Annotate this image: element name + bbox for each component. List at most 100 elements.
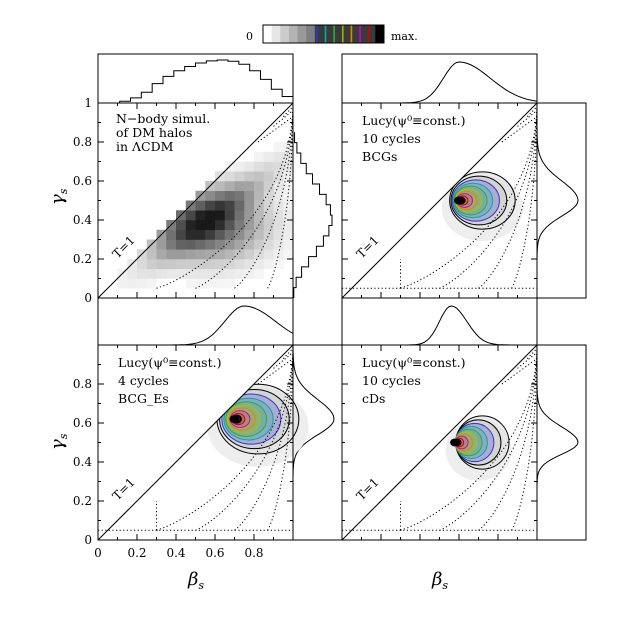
heat-cell (273, 200, 284, 211)
colorbar-swatch (306, 25, 316, 43)
dotted-curve (273, 352, 294, 369)
heat-cell (195, 229, 206, 240)
heat-cell (185, 259, 196, 270)
colorbar-min-label: 0 (246, 30, 253, 43)
heat-cell (195, 249, 206, 260)
heat-cell (283, 171, 294, 182)
heat-cell (273, 249, 284, 260)
x-tick-label: 0.6 (205, 546, 224, 560)
panel-annotation: of DM halos (116, 125, 192, 140)
x-axis-title-left: βs (187, 569, 204, 592)
x-axis-subscript: s (442, 579, 448, 592)
heat-cell (254, 200, 265, 211)
x-tick-labels-left: 0 0.2 0.4 0.6 0.8 (94, 546, 263, 560)
heat-cell (185, 220, 196, 231)
y-axis-subscript: s (57, 188, 70, 194)
contour-level (450, 175, 508, 226)
heat-cell (156, 239, 167, 250)
heat-cell (234, 220, 245, 231)
y-tick-label: 1 (84, 96, 92, 110)
heat-cell (215, 239, 226, 250)
heat-cell (205, 268, 216, 279)
heat-cell (254, 268, 265, 279)
dotted-curve (195, 102, 294, 289)
dotted-curve (526, 348, 538, 359)
y-tick-label: 0 (84, 291, 92, 305)
colorbar-swatch (263, 25, 273, 43)
heat-cell (146, 268, 157, 279)
heat-cell (244, 249, 255, 260)
dotted-curve (282, 106, 294, 117)
heat-cell (234, 249, 245, 260)
heat-cell (244, 229, 255, 240)
heat-cell (273, 210, 284, 221)
heat-cell (166, 249, 177, 260)
dotted-curve (511, 345, 538, 531)
heat-cell (244, 210, 255, 221)
y-tick-labels-top: 0 0.2 0.4 0.6 0.8 1 (73, 96, 92, 305)
heat-cell (263, 210, 274, 221)
heat-cell (166, 268, 177, 279)
heat-cell (215, 268, 226, 279)
heat-cell (283, 210, 294, 221)
heat-cell (254, 229, 265, 240)
panel-annotation: 10 cycles (362, 373, 421, 388)
x-axis-subscript: s (198, 579, 204, 592)
heat-cell (185, 278, 196, 289)
panel-annotation: 4 cycles (118, 373, 169, 388)
heat-cell (195, 259, 206, 270)
heat-cell (254, 190, 265, 201)
heat-cell (215, 278, 226, 289)
heat-cell (176, 259, 187, 270)
heat-cell (185, 249, 196, 260)
dotted-curve (234, 102, 294, 289)
heat-cell (146, 259, 157, 270)
heat-cell (283, 190, 294, 201)
marginal-beta-top-left (97, 53, 294, 104)
dotted-curve (257, 116, 294, 143)
colorbar-swatch (375, 25, 385, 43)
heat-cell (205, 239, 216, 250)
heat-cell (283, 229, 294, 240)
heat-cell (283, 151, 294, 162)
colorbar-swatch (358, 25, 368, 43)
heat-cell (263, 229, 274, 240)
dotted-curve (439, 344, 538, 531)
y-axis-subscript: s (57, 433, 70, 439)
heat-cell (254, 181, 265, 192)
heat-cell (185, 239, 196, 250)
heat-cell (185, 268, 196, 279)
heat-cell (185, 210, 196, 221)
heat-cell (117, 278, 128, 289)
heat-cell (205, 278, 216, 289)
heat-cell (195, 220, 206, 231)
heat-cell (156, 268, 167, 279)
heat-cell (273, 171, 284, 182)
panel-annotation: Lucy(ψ⁰≡const.) (362, 355, 465, 370)
dotted-curve (501, 358, 538, 385)
heat-cell (176, 220, 187, 231)
diagonal-line (341, 102, 538, 299)
heat-cell (176, 239, 187, 250)
x-tick-label: 0.4 (166, 546, 185, 560)
y-axis-symbol: γ (47, 194, 68, 205)
dotted-curve (501, 116, 538, 143)
y-tick-label: 0.8 (73, 377, 92, 391)
heat-cell (244, 268, 255, 279)
heat-cell (195, 200, 206, 211)
heat-cell (224, 171, 235, 182)
marginal-frame (97, 53, 294, 104)
panel-annotation: N−body simul. (116, 111, 210, 126)
heat-cell (224, 259, 235, 270)
heat-cell (224, 229, 235, 240)
heat-cell (254, 259, 265, 270)
heat-cell (215, 200, 226, 211)
marginal-curve (536, 345, 579, 540)
x-axis-symbol: β (187, 569, 198, 590)
heat-cell (215, 220, 226, 231)
dotted-curve (526, 106, 538, 117)
heat-cell (205, 220, 216, 231)
heat-cell (273, 259, 284, 270)
heat-cell (234, 200, 245, 211)
